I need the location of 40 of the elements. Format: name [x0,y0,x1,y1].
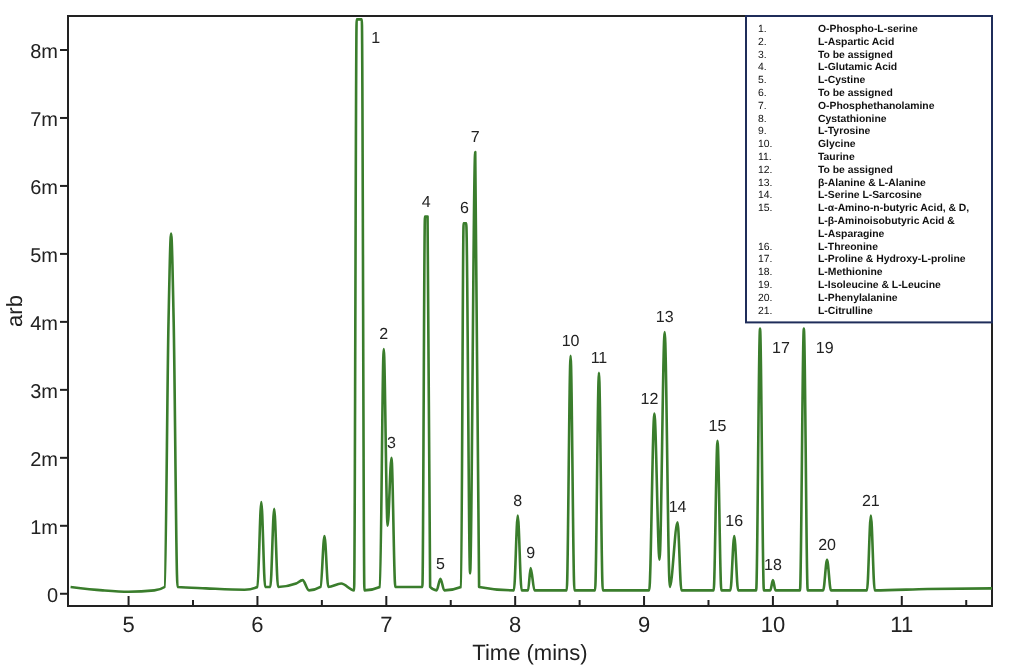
x-tick-label: 8 [509,614,522,638]
annotation: 9 [526,543,537,562]
annotation: 8 [513,491,524,510]
y-tick-label: 1m [30,517,58,540]
y-tick-label: 7m [30,109,58,132]
x-axis-title: Time (mins) [472,642,588,666]
x-tick-label: 10 [760,614,786,638]
x-tick-label: 7 [380,614,393,638]
x-tick-label: 11 [890,614,914,638]
annotation: 20 [818,535,838,554]
y-tick-label: 6m [30,177,58,200]
annotation: 15 [708,416,728,435]
annotation: 19 [815,338,835,357]
annotation: 17 [772,338,791,357]
annotation: 1 [371,29,382,48]
x-tick-label: 6 [251,614,264,638]
y-tick-label: 4m [30,313,58,336]
x-tick-label: 9 [637,614,651,638]
y-tick-label: 5m [30,245,58,268]
annotation: 5 [435,554,446,573]
annotation: 2 [379,325,390,344]
y-tick-label: 0 [46,585,59,608]
annotation: 6 [460,199,471,218]
annotation: 10 [561,331,581,350]
y-axis-title: arb [4,295,28,327]
y-tick-label: 2m [30,449,58,472]
annotation: 11 [590,348,609,367]
annotation: 3 [387,433,398,452]
annotation: 21 [861,491,881,510]
annotation: 7 [470,127,481,146]
y-tick-label: 3m [30,381,58,404]
y-tick-label: 8m [30,41,58,64]
x-tick-label: 5 [122,614,135,638]
annotation: 18 [764,556,783,575]
annotation: 13 [655,308,675,327]
line-series [69,18,992,594]
annotation: 14 [668,498,688,517]
annotation: 4 [421,192,432,211]
annotation: 12 [640,389,660,408]
annotation: 16 [725,511,745,530]
